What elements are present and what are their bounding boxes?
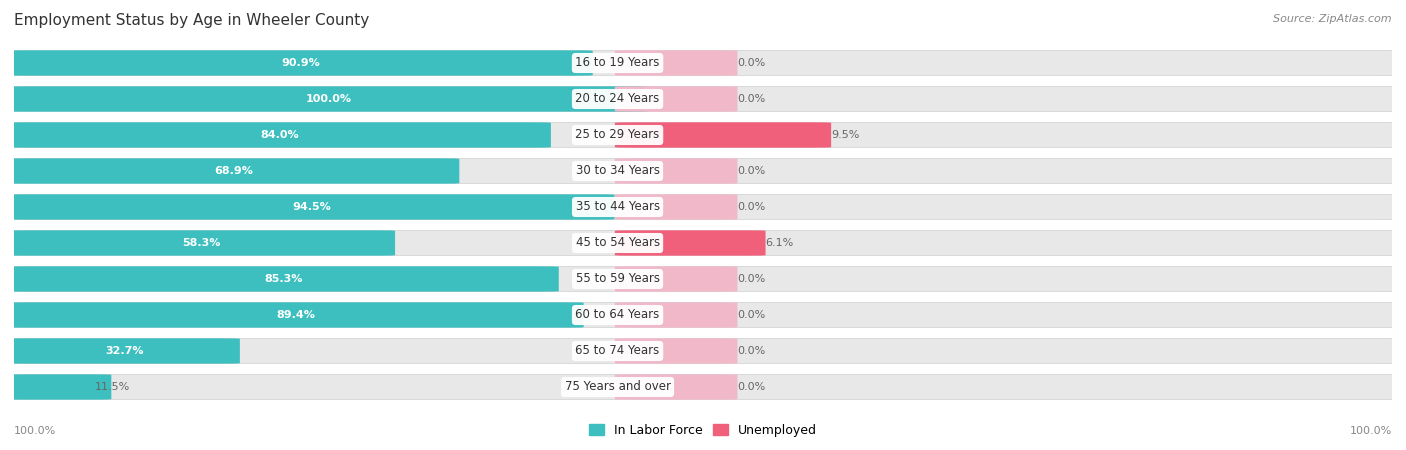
FancyBboxPatch shape <box>8 50 593 76</box>
FancyBboxPatch shape <box>8 230 395 256</box>
FancyBboxPatch shape <box>8 374 111 400</box>
Text: 0.0%: 0.0% <box>738 94 766 104</box>
FancyBboxPatch shape <box>8 122 551 148</box>
FancyBboxPatch shape <box>8 86 1398 112</box>
FancyBboxPatch shape <box>614 122 831 148</box>
FancyBboxPatch shape <box>8 302 583 328</box>
FancyBboxPatch shape <box>8 194 614 220</box>
Text: 6.1%: 6.1% <box>765 238 794 248</box>
Text: 100.0%: 100.0% <box>305 94 352 104</box>
FancyBboxPatch shape <box>8 230 1398 256</box>
FancyBboxPatch shape <box>614 266 738 292</box>
FancyBboxPatch shape <box>614 86 738 112</box>
Text: 0.0%: 0.0% <box>738 166 766 176</box>
FancyBboxPatch shape <box>8 266 1398 292</box>
FancyBboxPatch shape <box>8 302 1398 328</box>
Text: 100.0%: 100.0% <box>1350 427 1392 436</box>
Text: Source: ZipAtlas.com: Source: ZipAtlas.com <box>1274 14 1392 23</box>
FancyBboxPatch shape <box>8 266 558 292</box>
FancyBboxPatch shape <box>8 86 648 112</box>
Text: Employment Status by Age in Wheeler County: Employment Status by Age in Wheeler Coun… <box>14 14 370 28</box>
FancyBboxPatch shape <box>614 50 738 76</box>
Text: 30 to 34 Years: 30 to 34 Years <box>575 165 659 177</box>
Text: 0.0%: 0.0% <box>738 58 766 68</box>
FancyBboxPatch shape <box>614 230 765 256</box>
FancyBboxPatch shape <box>614 194 738 220</box>
FancyBboxPatch shape <box>614 158 738 184</box>
Text: 68.9%: 68.9% <box>215 166 253 176</box>
Text: 75 Years and over: 75 Years and over <box>565 381 671 393</box>
FancyBboxPatch shape <box>8 50 1398 76</box>
Text: 35 to 44 Years: 35 to 44 Years <box>575 201 659 213</box>
FancyBboxPatch shape <box>8 194 1398 220</box>
FancyBboxPatch shape <box>8 338 240 364</box>
FancyBboxPatch shape <box>8 374 1398 400</box>
Text: 11.5%: 11.5% <box>94 382 129 392</box>
FancyBboxPatch shape <box>614 338 738 364</box>
Legend: In Labor Force, Unemployed: In Labor Force, Unemployed <box>583 419 823 442</box>
FancyBboxPatch shape <box>8 338 1398 364</box>
Text: 100.0%: 100.0% <box>14 427 56 436</box>
Text: 45 to 54 Years: 45 to 54 Years <box>575 237 659 249</box>
Text: 85.3%: 85.3% <box>264 274 302 284</box>
Text: 55 to 59 Years: 55 to 59 Years <box>575 273 659 285</box>
Text: 0.0%: 0.0% <box>738 346 766 356</box>
Text: 94.5%: 94.5% <box>292 202 330 212</box>
Text: 0.0%: 0.0% <box>738 202 766 212</box>
Text: 58.3%: 58.3% <box>183 238 221 248</box>
Text: 9.5%: 9.5% <box>831 130 859 140</box>
FancyBboxPatch shape <box>614 302 738 328</box>
Text: 0.0%: 0.0% <box>738 274 766 284</box>
Text: 84.0%: 84.0% <box>260 130 299 140</box>
Text: 89.4%: 89.4% <box>277 310 315 320</box>
Text: 16 to 19 Years: 16 to 19 Years <box>575 57 659 69</box>
Text: 20 to 24 Years: 20 to 24 Years <box>575 93 659 105</box>
FancyBboxPatch shape <box>614 374 738 400</box>
Text: 60 to 64 Years: 60 to 64 Years <box>575 309 659 321</box>
Text: 65 to 74 Years: 65 to 74 Years <box>575 345 659 357</box>
FancyBboxPatch shape <box>8 158 460 184</box>
Text: 90.9%: 90.9% <box>281 58 321 68</box>
Text: 25 to 29 Years: 25 to 29 Years <box>575 129 659 141</box>
Text: 0.0%: 0.0% <box>738 310 766 320</box>
FancyBboxPatch shape <box>8 122 1398 148</box>
Text: 0.0%: 0.0% <box>738 382 766 392</box>
FancyBboxPatch shape <box>8 158 1398 184</box>
Text: 32.7%: 32.7% <box>105 346 143 356</box>
